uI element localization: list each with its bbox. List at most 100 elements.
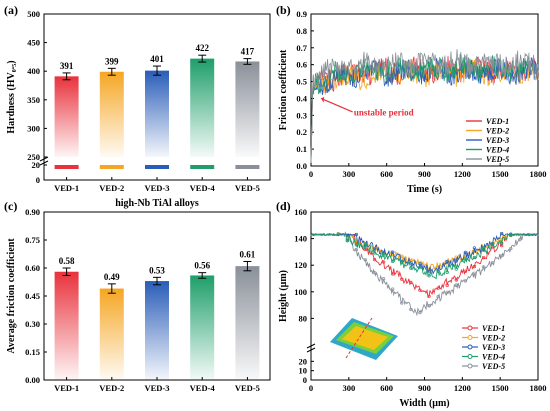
- series-marker: [454, 267, 458, 271]
- series-marker: [345, 239, 349, 243]
- data-label: 0.58: [59, 256, 75, 266]
- series-marker: [472, 271, 477, 275]
- series-marker: [472, 246, 477, 250]
- series-marker: [481, 265, 486, 269]
- series-marker: [381, 277, 386, 281]
- series-marker: [490, 241, 495, 246]
- bar-base: [99, 165, 124, 169]
- y-tick-label: 80: [299, 313, 308, 323]
- data-label: 391: [60, 61, 74, 71]
- series-line: [310, 231, 539, 280]
- x-tick-label: 0: [309, 169, 313, 179]
- x-tick-label: 1200: [454, 383, 471, 393]
- series-marker: [372, 251, 377, 255]
- y-tick-label: 20: [299, 356, 308, 366]
- bar: [54, 76, 79, 157]
- series-marker: [500, 241, 504, 245]
- series-marker: [436, 286, 440, 290]
- x-tick-label: VED-2: [99, 383, 124, 393]
- series-marker: [363, 242, 368, 246]
- bar-base: [235, 165, 260, 169]
- y-tick-label: 0.5: [296, 77, 307, 87]
- series-marker: [372, 258, 377, 262]
- series-marker: [409, 261, 413, 265]
- x-tick-label: 600: [380, 169, 393, 179]
- x-tick-label: 900: [418, 169, 431, 179]
- series-marker: [336, 232, 340, 237]
- y-tick-label: 250: [27, 152, 40, 162]
- y-tick-label: 450: [27, 38, 40, 48]
- series-marker: [463, 269, 468, 273]
- y-axis-title: Friction coefficient: [278, 49, 289, 130]
- series-marker: [372, 271, 377, 275]
- y-tick-label: 400: [27, 66, 40, 76]
- y-tick-label: 0.15: [25, 347, 40, 357]
- series-marker: [518, 238, 522, 242]
- y-tick-label: 0.3: [296, 110, 307, 120]
- series-line: [310, 49, 539, 163]
- legend-label: VED-4: [482, 353, 505, 362]
- bar: [145, 281, 169, 380]
- bar: [235, 266, 260, 380]
- x-tick-label: VED-2: [99, 183, 124, 193]
- y-tick-label: 300: [27, 123, 40, 133]
- series-marker: [391, 272, 395, 276]
- series-marker: [463, 250, 468, 255]
- inset-wear-track-image: [342, 326, 388, 350]
- bar-base: [190, 165, 215, 169]
- data-label: 399: [105, 56, 119, 66]
- axis-break-mark: [306, 343, 316, 349]
- series-marker: [409, 307, 413, 312]
- y-tick-label: 0: [36, 175, 40, 185]
- y-tick-label: 0.9: [296, 9, 307, 19]
- x-axis-title: high-Nb TiAl alloys: [115, 198, 199, 209]
- y-tick-label: 20: [32, 160, 41, 170]
- series-marker: [500, 231, 504, 236]
- y-axis-title: Average friction coefficient: [6, 238, 17, 354]
- y-tick-label: 0.6: [296, 60, 307, 70]
- series-marker: [391, 250, 395, 254]
- series-marker: [391, 287, 395, 291]
- series-marker: [445, 283, 449, 287]
- x-axis-title: Width (μm): [399, 398, 449, 409]
- data-label: 0.49: [104, 272, 120, 282]
- legend-label: VED-2: [486, 127, 509, 136]
- legend-marker: [467, 354, 473, 359]
- series-line: [310, 232, 539, 275]
- bar-base: [54, 165, 79, 169]
- x-tick-label: VED-5: [235, 383, 260, 393]
- annotation-arrowhead: [321, 96, 325, 103]
- series-marker: [445, 290, 449, 295]
- y-tick-label: 350: [27, 95, 40, 105]
- series-marker: [354, 243, 359, 247]
- series-marker: [409, 280, 413, 285]
- series-marker: [418, 310, 422, 315]
- series-marker: [381, 253, 386, 257]
- x-tick-label: 1800: [530, 169, 547, 179]
- series-marker: [418, 262, 422, 266]
- series-marker: [463, 257, 468, 261]
- legend-label: VED-3: [482, 343, 505, 352]
- axis-break-mark: [306, 347, 316, 353]
- y-tick-label: 120: [294, 260, 307, 270]
- x-tick-label: 600: [380, 383, 393, 393]
- x-tick-label: 300: [342, 169, 355, 179]
- series-marker: [418, 265, 422, 269]
- series-marker: [381, 260, 386, 264]
- y-tick-label: 0.7: [296, 43, 307, 53]
- y-tick-label: 160: [294, 207, 307, 217]
- series-marker: [363, 258, 368, 262]
- legend-label: VED-4: [486, 146, 509, 155]
- x-tick-label: VED-5: [235, 183, 260, 193]
- y-tick-label: 0.45: [25, 291, 40, 301]
- x-tick-label: VED-1: [54, 383, 79, 393]
- series-marker: [436, 294, 440, 299]
- series-marker: [427, 303, 431, 308]
- series-marker: [454, 259, 458, 263]
- legend-label: VED-1: [486, 117, 509, 126]
- y-tick-label: 0.4: [296, 93, 307, 103]
- series-marker: [481, 255, 486, 260]
- series-marker: [490, 261, 495, 265]
- axis-break-mark: [39, 156, 49, 162]
- y-tick-label: 0.2: [296, 127, 307, 137]
